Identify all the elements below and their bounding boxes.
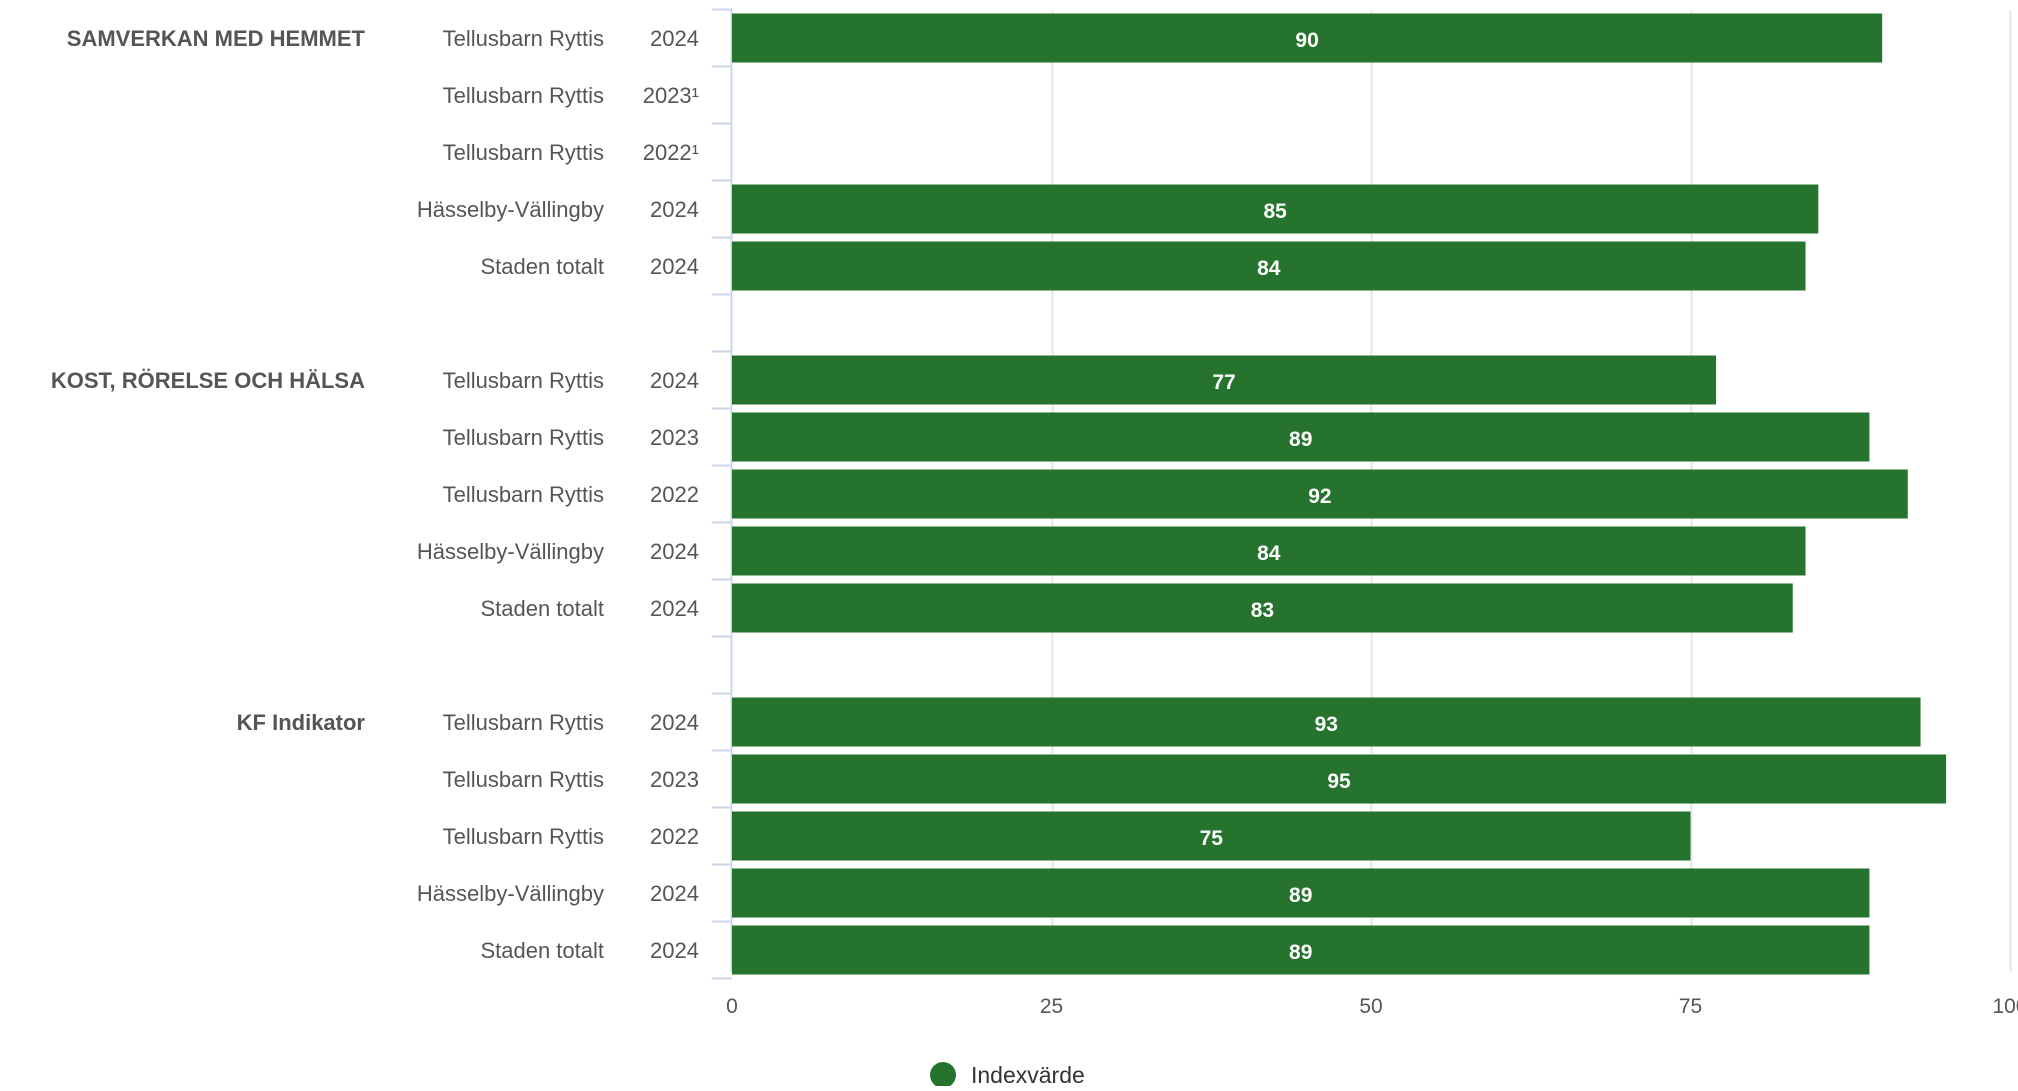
row-year-label: 2024 <box>650 368 699 393</box>
row-year-label: 2022 <box>650 482 699 507</box>
row-year-label: 2022 <box>650 824 699 849</box>
group-label: KOST, RÖRELSE OCH HÄLSA <box>51 368 365 393</box>
row-year-label: 2023 <box>650 425 699 450</box>
bar[interactable] <box>732 13 1883 63</box>
row-unit-label: Tellusbarn Ryttis <box>443 368 604 393</box>
legend-marker[interactable] <box>930 1062 956 1088</box>
bar-data-label: 95 <box>1327 770 1351 793</box>
row-year-label: 2024 <box>650 26 699 51</box>
row-unit-label: Tellusbarn Ryttis <box>443 482 604 507</box>
row-unit-label: Tellusbarn Ryttis <box>443 425 604 450</box>
bar-data-label: 84 <box>1257 257 1281 280</box>
bar[interactable] <box>732 355 1717 405</box>
row-year-label: 2023¹ <box>643 83 699 108</box>
row-unit-label: Tellusbarn Ryttis <box>443 140 604 165</box>
bar[interactable] <box>732 811 1691 861</box>
bar[interactable] <box>732 241 1806 291</box>
x-tick-label: 75 <box>1679 995 1702 1018</box>
row-year-label: 2024 <box>650 197 699 222</box>
bar-data-label: 83 <box>1251 599 1274 622</box>
row-unit-label: Hässelby-Vällingby <box>417 881 604 906</box>
category-axis <box>712 8 733 980</box>
category-labels: SAMVERKAN MED HEMMET Tellusbarn Ryttis 202… <box>51 26 699 963</box>
x-tick-label: 100 <box>1992 995 2018 1018</box>
bar[interactable] <box>732 697 1921 747</box>
x-tick-label: 25 <box>1040 995 1063 1018</box>
row-year-label: 2024 <box>650 254 699 279</box>
x-tick-label: 0 <box>726 995 738 1018</box>
legend[interactable]: Indexvärde <box>930 1062 1085 1088</box>
row-year-label: 2024 <box>650 881 699 906</box>
row-unit-label: Staden totalt <box>480 596 604 621</box>
bar[interactable] <box>732 184 1819 234</box>
bar-data-label: 77 <box>1212 371 1235 394</box>
row-unit-label: Tellusbarn Ryttis <box>443 824 604 849</box>
bar[interactable] <box>732 925 1870 975</box>
x-tick-label: 50 <box>1359 995 1382 1018</box>
row-unit-label: Tellusbarn Ryttis <box>443 767 604 792</box>
bar[interactable] <box>732 754 1947 804</box>
row-unit-label: Staden totalt <box>480 938 604 963</box>
row-year-label: 2024 <box>650 938 699 963</box>
bar-data-label: 89 <box>1289 941 1312 964</box>
row-year-label: 2024 <box>650 596 699 621</box>
bar[interactable] <box>732 412 1870 462</box>
bar-data-label: 85 <box>1263 200 1287 223</box>
row-unit-label: Tellusbarn Ryttis <box>443 83 604 108</box>
row-unit-label: Tellusbarn Ryttis <box>443 710 604 735</box>
x-axis-ticks: 0 25 50 75 100 <box>726 995 2018 1018</box>
group-label: KF Indikator <box>237 710 366 735</box>
bar-data-label: 75 <box>1200 827 1224 850</box>
row-year-label: 2024 <box>650 710 699 735</box>
row-year-label: 2022¹ <box>643 140 699 165</box>
group-label: SAMVERKAN MED HEMMET <box>67 26 366 51</box>
bar[interactable] <box>732 469 1908 519</box>
bar-data-label: 90 <box>1295 29 1318 52</box>
bar[interactable] <box>732 583 1793 633</box>
legend-label[interactable]: Indexvärde <box>971 1062 1085 1088</box>
row-unit-label: Hässelby-Vällingby <box>417 539 604 564</box>
bar-data-label: 89 <box>1289 884 1312 907</box>
row-unit-label: Staden totalt <box>480 254 604 279</box>
bar-data-label: 93 <box>1315 713 1338 736</box>
bars: 90 85 84 77 89 92 84 83 93 95 75 89 89 <box>732 13 1947 975</box>
row-year-label: 2024 <box>650 539 699 564</box>
row-unit-label: Hässelby-Vällingby <box>417 197 604 222</box>
row-unit-label: Tellusbarn Ryttis <box>443 26 604 51</box>
bar[interactable] <box>732 868 1870 918</box>
bar-data-label: 89 <box>1289 428 1312 451</box>
bar[interactable] <box>732 526 1806 576</box>
bar-data-label: 92 <box>1308 485 1331 508</box>
row-year-label: 2023 <box>650 767 699 792</box>
bar-data-label: 84 <box>1257 542 1281 565</box>
